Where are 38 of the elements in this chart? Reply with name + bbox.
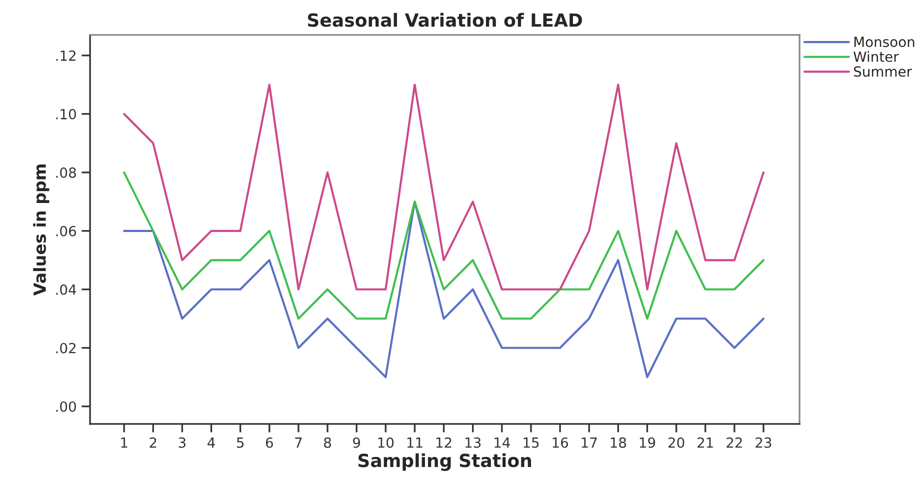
chart-title: Seasonal Variation of LEAD [308,12,582,27]
line-series [123,171,765,320]
x-tick-label: 11 [407,438,422,448]
x-tick-label: 13 [466,437,481,448]
x-tick-label: 9 [353,437,360,448]
y-tick-label: .10 [56,108,76,120]
legend-label: Monsoon [854,36,914,48]
x-tick-label: 18 [610,437,626,448]
x-tick-label: 19 [640,437,656,448]
x-tick-label: 1 [121,438,128,448]
x-tick-label: 4 [208,438,215,448]
x-tick-label: 20 [668,437,684,448]
x-tick-label: 14 [494,438,510,448]
x-tick-label: 2 [150,437,156,448]
y-tick-label: .06 [56,226,76,236]
x-tick-label: 17 [582,438,597,448]
x-tick-label: 15 [524,438,539,448]
y-tick-label: .08 [56,167,76,178]
x-tick-label: 3 [178,437,186,448]
y-tick-label: .12 [56,50,76,61]
x-tick-label: 10 [378,437,394,448]
legend-label: Winter [854,51,899,62]
y-tick-label: .00 [56,401,76,412]
y-tick-label: .02 [56,342,76,354]
x-tick-label: 12 [436,437,452,448]
line-series [123,84,765,290]
y-axis-title: Values in ppm [33,164,50,296]
x-tick-label: 16 [552,437,568,448]
x-tick-label: 5 [236,438,244,448]
x-tick-label: 22 [726,437,742,448]
legend-label: Summer [854,66,912,77]
x-axis-title: Sampling Station [358,453,532,471]
x-tick-label: 23 [756,437,772,448]
y-tick-label: .04 [56,284,76,295]
x-tick-label: 8 [324,437,331,448]
x-tick-label: 21 [698,437,713,448]
x-tick-label: 7 [295,438,302,448]
x-tick-label: 6 [266,437,273,448]
